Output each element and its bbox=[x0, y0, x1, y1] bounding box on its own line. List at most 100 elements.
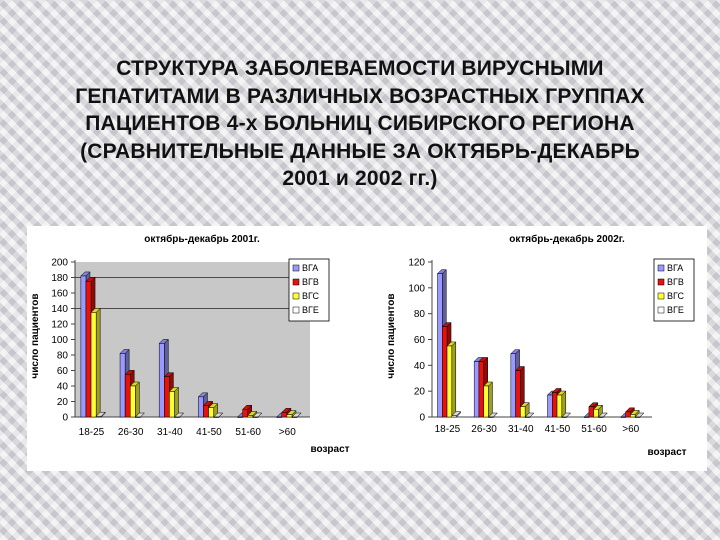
bar-side bbox=[488, 381, 493, 418]
legend-swatch bbox=[292, 292, 300, 300]
chart-title: октябрь-декабрь 2001г. bbox=[144, 233, 260, 245]
bar bbox=[598, 416, 604, 418]
bar bbox=[524, 416, 531, 418]
y-tick-label: 40 bbox=[414, 361, 426, 372]
bar bbox=[164, 376, 170, 418]
bar bbox=[286, 414, 293, 418]
y-tick-label: 60 bbox=[57, 366, 69, 377]
bar bbox=[281, 412, 288, 418]
y-tick-label: 200 bbox=[51, 258, 68, 269]
chart-1: 0 20 40 60 80 100 120 140 160 180 200 18-25 26-30 31-… bbox=[30, 233, 350, 455]
y-tick-label: 100 bbox=[51, 335, 68, 346]
slide-title: СТРУКТУРА ЗАБОЛЕВАЕМОСТИ ВИРУСНЫМИ ГЕПАТ… bbox=[20, 55, 700, 193]
bar bbox=[588, 406, 594, 418]
bar bbox=[242, 409, 248, 418]
bar bbox=[174, 416, 180, 418]
bar bbox=[442, 326, 448, 418]
x-tick-label: 41-50 bbox=[545, 424, 571, 435]
y-tick-label: 120 bbox=[408, 258, 425, 269]
bar bbox=[634, 416, 641, 418]
bar bbox=[198, 396, 204, 418]
bar bbox=[488, 416, 494, 418]
legend-swatch bbox=[292, 264, 300, 272]
title-line: ГЕПАТИТАМИ В РАЗЛИЧНЫХ ВОЗРАСТНЫХ ГРУППА… bbox=[75, 84, 645, 108]
bar-side bbox=[561, 390, 567, 418]
legend-label: ВГС bbox=[667, 291, 684, 301]
x-tick-label: 26-30 bbox=[471, 424, 497, 435]
bar bbox=[124, 374, 131, 418]
bar-side bbox=[174, 386, 179, 418]
bar bbox=[90, 312, 97, 418]
bar bbox=[80, 275, 87, 418]
bar bbox=[561, 416, 567, 418]
y-tick-label: 120 bbox=[51, 320, 68, 331]
bar bbox=[451, 415, 457, 418]
legend-label: ВГВ bbox=[302, 277, 319, 287]
chart-title: октябрь-декабрь 2002г. bbox=[509, 233, 625, 245]
bar bbox=[252, 416, 259, 418]
x-tick-label: 41-50 bbox=[196, 427, 222, 438]
bar bbox=[556, 394, 563, 418]
bar bbox=[237, 416, 243, 418]
legend: ВГА ВГВ ВГС ВГЕ bbox=[288, 258, 330, 322]
bar bbox=[547, 394, 553, 418]
bar bbox=[95, 415, 102, 418]
bar-side bbox=[135, 381, 140, 418]
legend-label: ВГЕ bbox=[667, 305, 684, 315]
y-tick-label: 40 bbox=[57, 382, 69, 393]
legend-swatch bbox=[657, 292, 665, 300]
y-axis-label: число пациентов bbox=[30, 293, 41, 378]
bar bbox=[276, 416, 283, 418]
bar-side bbox=[451, 341, 457, 418]
bar bbox=[515, 370, 521, 418]
charts-panel: 0 20 40 60 80 100 120 140 160 180 200 18-25 26-30 31-… bbox=[27, 226, 707, 471]
bar bbox=[583, 416, 590, 418]
legend-swatch bbox=[657, 306, 665, 314]
y-tick-label: 60 bbox=[414, 335, 426, 346]
bar bbox=[593, 409, 599, 418]
y-tick-label: 20 bbox=[414, 387, 426, 398]
x-tick-label: >60 bbox=[622, 424, 639, 435]
bar bbox=[437, 273, 443, 418]
legend-swatch bbox=[292, 306, 300, 314]
bar bbox=[169, 391, 175, 418]
bar bbox=[625, 411, 631, 418]
bar bbox=[520, 406, 526, 418]
x-tick-label: 26-30 bbox=[118, 427, 144, 438]
y-tick-label: 20 bbox=[57, 397, 69, 408]
y-tick-label: 140 bbox=[51, 304, 68, 315]
bar bbox=[247, 415, 254, 418]
legend-swatch bbox=[657, 264, 665, 272]
legend-label: ВГЕ bbox=[302, 305, 319, 315]
y-tick-label: 80 bbox=[57, 351, 69, 362]
legend-label: ВГВ bbox=[667, 277, 684, 287]
bar bbox=[478, 361, 484, 418]
legend-label: ВГС bbox=[302, 291, 319, 301]
bar bbox=[85, 281, 92, 418]
chart-2: 0 20 40 60 80 100 120 18-25 26-30 31-40 41-50 51-60… bbox=[386, 233, 695, 458]
bar bbox=[119, 353, 126, 418]
legend-swatch bbox=[292, 278, 300, 286]
title-line: (СРАВНИТЕЛЬНЫЕ ДАННЫЕ ЗА ОКТЯБРЬ-ДЕКАБРЬ bbox=[80, 139, 640, 163]
y-tick-label: 80 bbox=[414, 309, 426, 320]
legend: ВГА ВГВ ВГС ВГЕ bbox=[653, 258, 695, 322]
bar bbox=[552, 392, 558, 418]
y-tick-label: 0 bbox=[419, 413, 425, 424]
bar bbox=[630, 414, 636, 418]
title-line: ПАЦИЕНТОВ 4-х БОЛЬНИЦ СИБИРСКОГО РЕГИОНА bbox=[85, 112, 635, 135]
x-axis-label: возраст bbox=[647, 447, 686, 458]
x-tick-label: >60 bbox=[279, 427, 296, 438]
title-line: 2001 и 2002 гг.) bbox=[282, 167, 438, 190]
y-tick-label: 160 bbox=[51, 289, 68, 300]
x-tick-label: 18-25 bbox=[79, 427, 105, 438]
bar bbox=[135, 416, 141, 418]
bar bbox=[129, 385, 136, 418]
y-axis-label: число пациентов bbox=[386, 293, 397, 378]
x-tick-label: 18-25 bbox=[435, 424, 461, 435]
legend-swatch bbox=[657, 278, 665, 286]
title-line: СТРУКТУРА ЗАБОЛЕВАЕМОСТИ ВИРУСНЫМИ bbox=[116, 57, 604, 80]
plot-wall bbox=[75, 262, 310, 417]
x-tick-label: 31-40 bbox=[508, 424, 534, 435]
x-tick-label: 51-60 bbox=[235, 427, 261, 438]
